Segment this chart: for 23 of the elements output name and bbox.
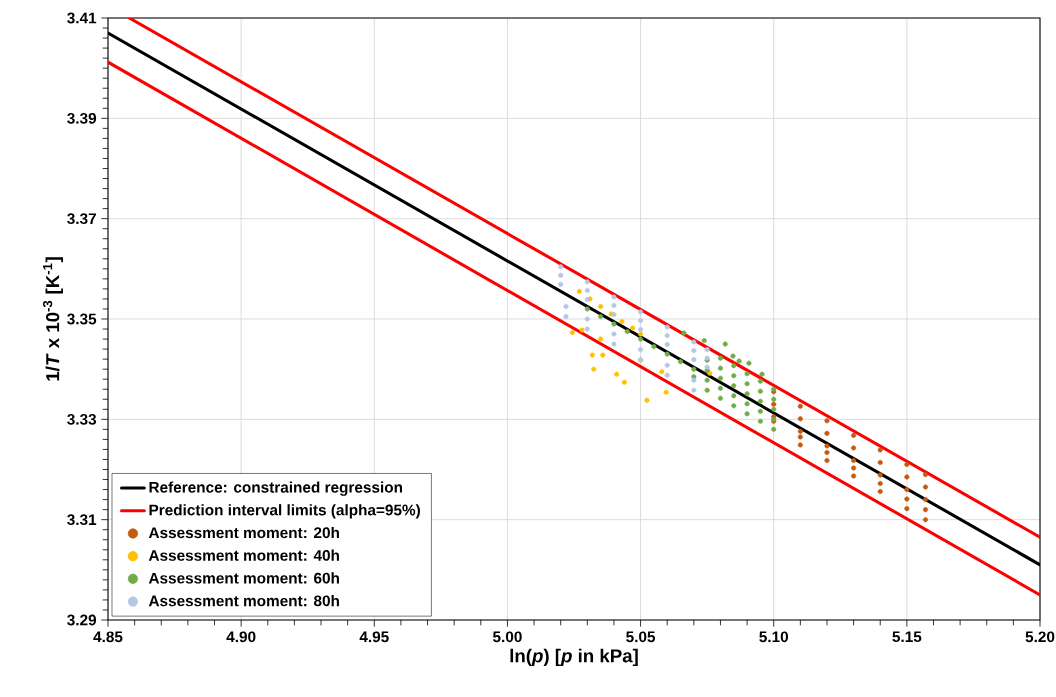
x-tick-label: 5.00 (492, 631, 522, 643)
y-tick-label: 3.29 (67, 614, 97, 626)
y-tick-label: 3.33 (67, 413, 97, 425)
y-tick-label: 3.37 (67, 213, 96, 225)
x-tick-label: 5.20 (1025, 631, 1055, 643)
x-tick-label: 4.85 (93, 631, 123, 643)
x-tick-label: 5.15 (892, 631, 922, 643)
y-tick-label: 3.31 (67, 514, 97, 526)
legend-label: Prediction interval limits (alpha=95%) (149, 504, 420, 519)
legend-label: Assessment moment: 60h (148, 572, 339, 584)
y-axis-title: 1/T x 10$^{-3}$ [K$^{-1}$] (43, 257, 63, 381)
legend-label: Assessment moment: 80h (148, 595, 339, 607)
legend-label: Reference: constrained regression (149, 481, 403, 496)
x-tick-label: 5.05 (626, 631, 656, 643)
legend-label: Assessment moment: 20h (148, 526, 339, 539)
x-axis-title: ln(p) [p in kPa] (510, 648, 638, 667)
x-tick-label: 4.90 (226, 631, 256, 643)
y-tick-label: 3.39 (67, 112, 97, 124)
x-tick-label: 5.10 (759, 631, 789, 643)
y-tick-label: 3.35 (67, 313, 97, 325)
y-tick-label: 3.41 (67, 12, 97, 24)
legend-label: Assessment moment: 40h (148, 549, 339, 561)
x-tick-label: 4.95 (359, 631, 389, 643)
